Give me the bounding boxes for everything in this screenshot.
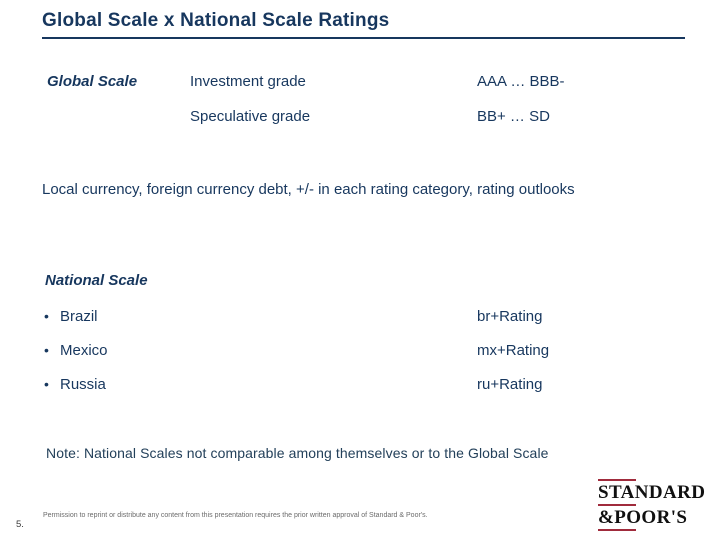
- page-title: Global Scale x National Scale Ratings: [42, 10, 390, 31]
- grade-label-speculative: Speculative grade: [190, 108, 311, 125]
- rating-russia: ru+Rating: [477, 376, 543, 393]
- logo-rule-top: [598, 479, 636, 481]
- logo-text-standard: STANDARD: [598, 482, 706, 503]
- list-item-russia: Russia: [60, 376, 106, 393]
- grade-range-investment: AAA … BBB-: [477, 73, 565, 90]
- standard-and-poors-logo: STANDARD &POOR'S: [598, 479, 710, 531]
- page-number: 5.: [16, 519, 24, 530]
- logo-text-poors: &POOR'S: [598, 507, 688, 528]
- list-item-brazil: Brazil: [60, 308, 98, 325]
- bullet-icon: •: [44, 308, 49, 324]
- logo-rule-middle: [598, 504, 636, 506]
- national-scale-label: National Scale: [45, 272, 148, 289]
- list-item-mexico: Mexico: [60, 342, 108, 359]
- bullet-icon: •: [44, 376, 49, 392]
- rating-brazil: br+Rating: [477, 308, 543, 325]
- rating-mexico: mx+Rating: [477, 342, 550, 359]
- logo-rule-bottom: [598, 529, 636, 531]
- bullet-icon: •: [44, 342, 49, 358]
- title-block: Global Scale x National Scale Ratings: [42, 9, 685, 39]
- grade-label-investment: Investment grade: [190, 73, 306, 90]
- body-paragraph: Local currency, foreign currency debt, +…: [42, 181, 575, 198]
- footer-disclaimer: Permission to reprint or distribute any …: [43, 512, 428, 519]
- note-text: Note: National Scales not comparable amo…: [46, 445, 549, 461]
- global-scale-label: Global Scale: [47, 73, 138, 90]
- grade-range-speculative: BB+ … SD: [477, 108, 550, 125]
